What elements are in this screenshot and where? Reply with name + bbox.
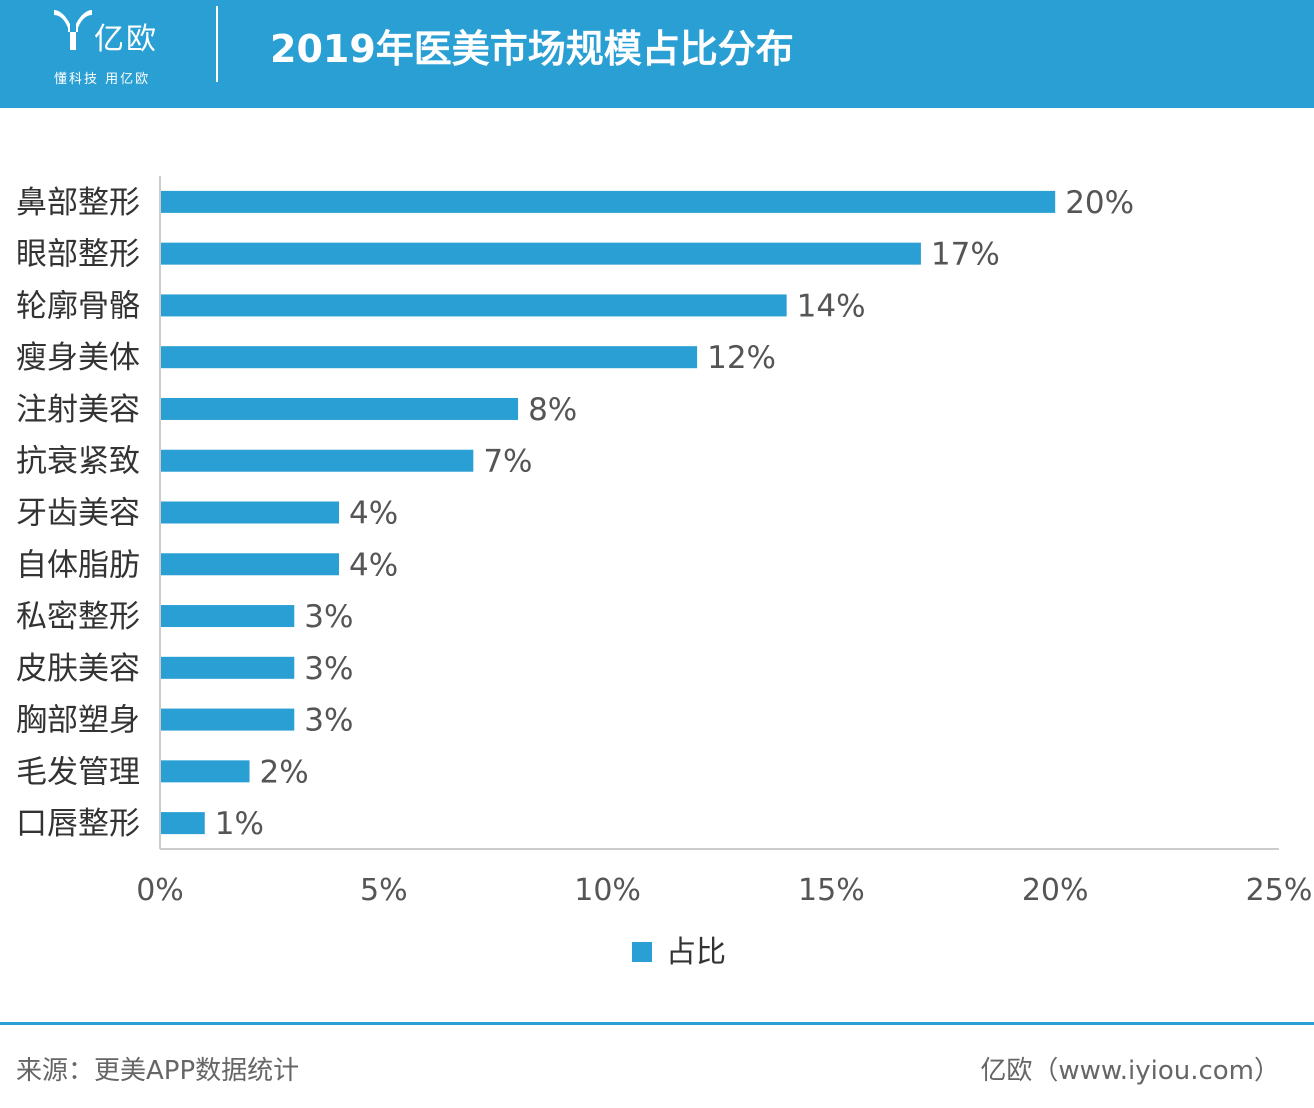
data-label: 14% <box>797 288 866 324</box>
category-label: 自体脂肪 <box>16 547 140 583</box>
data-label: 4% <box>349 496 398 532</box>
bar <box>160 449 474 472</box>
legend-swatch <box>632 942 652 962</box>
data-label: 4% <box>349 547 398 583</box>
category-label: 轮廓骨骼 <box>16 288 140 324</box>
x-tick-label: 10% <box>574 873 641 908</box>
page-title: 2019年医美市场规模占比分布 <box>270 27 794 71</box>
logo-y-icon <box>54 10 92 50</box>
category-label: 眼部整形 <box>16 237 140 273</box>
brand-credit: 亿欧（www.iyiou.com） <box>980 1056 1280 1086</box>
logo-slogan: 懂科技 用亿欧 <box>54 72 151 87</box>
legend-label: 占比 <box>666 935 726 970</box>
data-label: 3% <box>304 599 353 635</box>
bar <box>160 190 1056 213</box>
header-divider <box>216 6 218 82</box>
header-banner: 亿欧 懂科技 用亿欧 2019年医美市场规模占比分布 <box>0 0 1314 108</box>
source-note: 来源：更美APP数据统计 <box>16 1056 300 1086</box>
category-label: 鼻部整形 <box>16 185 140 221</box>
data-label: 3% <box>304 651 353 687</box>
category-label: 抗衰紧致 <box>16 444 140 480</box>
data-label: 20% <box>1065 185 1134 221</box>
x-tick-label: 20% <box>1022 873 1089 908</box>
category-label: 胸部塑身 <box>16 703 140 739</box>
bar <box>160 294 787 317</box>
category-label: 注射美容 <box>16 392 140 428</box>
bar <box>160 812 205 835</box>
logo-text: 亿欧 <box>94 22 158 57</box>
footer-divider <box>0 1022 1314 1025</box>
data-label: 12% <box>707 340 776 376</box>
x-tick-label: 15% <box>798 873 865 908</box>
bar <box>160 760 250 783</box>
bar <box>160 397 519 420</box>
data-label: 17% <box>931 237 1000 273</box>
category-label: 私密整形 <box>16 599 140 635</box>
x-tick-label: 0% <box>136 873 184 908</box>
bars-layer <box>160 190 1056 835</box>
category-label: 毛发管理 <box>16 754 140 790</box>
bar <box>160 656 295 679</box>
category-label: 皮肤美容 <box>16 651 140 687</box>
data-label: 8% <box>528 392 577 428</box>
bar-chart: 鼻部整形 20% 眼部整形 17% 轮廓骨骼 14% 瘦身美体 12% 注射美容 8% 抗衰紧致 7%… <box>16 176 1312 970</box>
axis-layer: 鼻部整形 20% 眼部整形 17% 轮廓骨骼 14% 瘦身美体 12% 注射美容 8% 抗衰紧致 7%… <box>16 176 1312 908</box>
x-tick-label: 5% <box>360 873 408 908</box>
bar <box>160 242 921 265</box>
legend: 占比 <box>632 935 726 970</box>
category-label: 瘦身美体 <box>16 340 140 376</box>
category-label: 口唇整形 <box>16 806 140 842</box>
bar <box>160 501 340 524</box>
data-label: 7% <box>483 444 532 480</box>
data-label: 2% <box>260 754 309 790</box>
x-tick-label: 25% <box>1246 873 1313 908</box>
bar <box>160 553 340 576</box>
data-label: 3% <box>304 703 353 739</box>
bar <box>160 708 295 731</box>
bar <box>160 605 295 628</box>
bar <box>160 346 698 369</box>
category-label: 牙齿美容 <box>16 496 140 532</box>
data-label: 1% <box>215 806 264 842</box>
logo: 亿欧 懂科技 用亿欧 <box>50 6 180 90</box>
